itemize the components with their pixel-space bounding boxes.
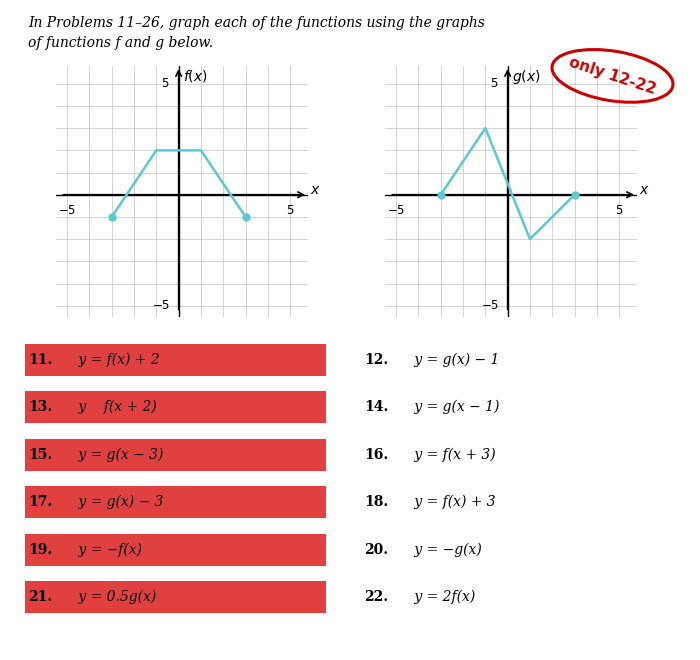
Text: y = 0.5g(x): y = 0.5g(x) [74,590,155,605]
Text: In Problems 11–26, graph each of the functions using the graphs: In Problems 11–26, graph each of the fun… [28,16,485,30]
Text: y = −f(x): y = −f(x) [74,543,141,557]
Text: y = g(x) − 1: y = g(x) − 1 [410,352,499,367]
Text: $5$: $5$ [615,203,623,216]
Text: $x$: $x$ [639,183,650,197]
Text: y = g(x) − 3: y = g(x) − 3 [74,495,163,510]
Text: 11.: 11. [28,352,52,367]
Text: $5$: $5$ [491,77,498,90]
Text: 19.: 19. [28,543,52,557]
Text: only 12-22: only 12-22 [567,55,658,97]
Text: 13.: 13. [28,400,52,414]
Text: $5$: $5$ [162,77,169,90]
Text: 12.: 12. [364,352,388,367]
Text: y = f(x + 3): y = f(x + 3) [410,447,495,462]
Text: $5$: $5$ [286,203,294,216]
Text: $f(x)$: $f(x)$ [183,68,208,84]
Text: $x$: $x$ [310,183,321,197]
Text: y    f(x + 2): y f(x + 2) [74,400,156,414]
Text: y = g(x − 1): y = g(x − 1) [410,400,499,414]
Text: 18.: 18. [364,495,388,510]
Text: $-5$: $-5$ [387,203,405,216]
Text: 20.: 20. [364,543,388,557]
Text: $-5$: $-5$ [480,299,498,312]
Text: y = −g(x): y = −g(x) [410,543,482,557]
Text: 15.: 15. [28,447,52,462]
Text: $-5$: $-5$ [151,299,169,312]
Text: 16.: 16. [364,447,388,462]
Text: y = g(x − 3): y = g(x − 3) [74,447,163,462]
Text: y = f(x) + 2: y = f(x) + 2 [74,352,159,367]
Text: 22.: 22. [364,590,388,605]
Text: $g(x)$: $g(x)$ [512,68,540,86]
Text: y = 2f(x): y = 2f(x) [410,590,475,605]
Text: y = f(x) + 3: y = f(x) + 3 [410,495,495,510]
Text: of functions f and g below.: of functions f and g below. [28,36,213,50]
Text: 21.: 21. [28,590,52,605]
Text: 14.: 14. [364,400,388,414]
Text: $-5$: $-5$ [58,203,76,216]
Text: 17.: 17. [28,495,52,510]
